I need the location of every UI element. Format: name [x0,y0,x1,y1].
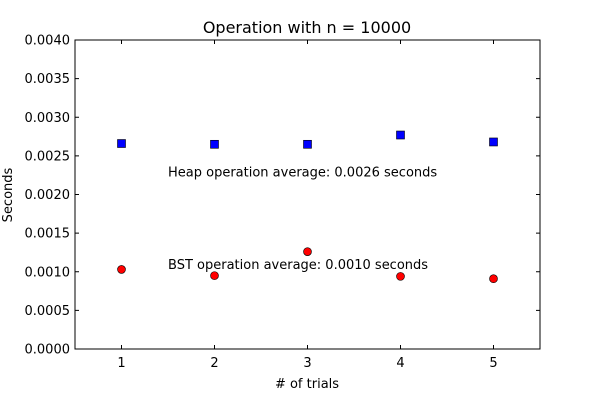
data-points [117,130,498,284]
data-point-square [210,139,219,149]
data-point-square [396,130,405,140]
data-point-circle [489,274,498,284]
data-point-square [117,139,126,148]
y-tick-label: 0.0000 [25,343,71,358]
y-tick-label: 0.0010 [25,265,71,280]
y-tick-label: 0.0025 [25,149,71,164]
x-tick-label: 1 [117,356,125,371]
x-tick-label: 4 [396,356,404,371]
annotations: Heap operation average: 0.0026 seconds BS… [168,165,437,273]
data-point-circle [396,272,405,281]
plot-area [74,39,541,350]
annotation-text: Heap operation average: 0.0026 seconds [168,165,437,180]
data-point-square [489,137,498,147]
data-point-square [303,139,312,149]
data-point-circle [117,265,126,274]
y-axis: 0.0000 0.0005 0.0010 0.0015 0.0020 0.0025 0.00… [25,34,540,358]
data-point-circle [210,271,219,280]
x-tick-label: 3 [303,356,311,371]
y-tick-label: 0.0005 [25,304,71,319]
y-tick-label: 0.0015 [25,227,71,242]
data-point-circle [303,247,312,256]
x-tick-label: 2 [210,356,218,371]
chart-title: Operation with n = 10000 [203,18,411,37]
x-tick-label: 5 [489,356,497,371]
annotation-text: BST operation average: 0.0010 seconds [168,258,428,273]
x-axis-label: # of trials [275,377,339,392]
y-tick-label: 0.0020 [25,188,71,203]
y-tick-label: 0.0035 [25,72,71,87]
y-tick-label: 0.0030 [25,111,71,126]
x-axis: 1 2 3 4 5 [117,40,498,371]
y-axis-label: Seconds [1,167,16,222]
y-tick-label: 0.0040 [25,34,71,49]
